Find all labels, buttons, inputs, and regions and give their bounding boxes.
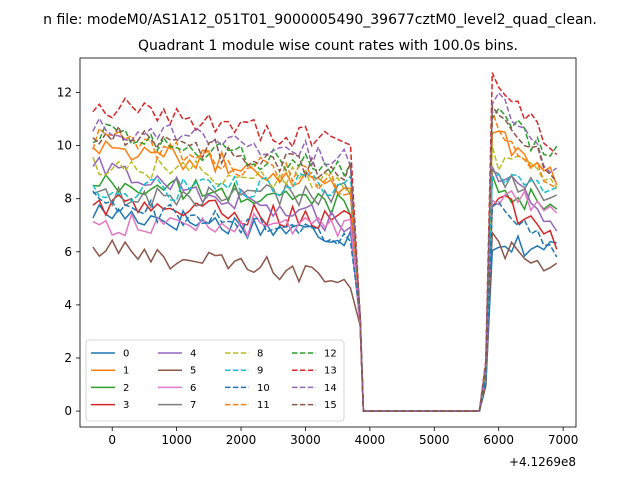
x-tick-label: 4000 (355, 433, 386, 447)
series-line-14 (92, 91, 558, 412)
legend-label-8: 8 (257, 349, 263, 360)
y-tick-label: 8 (64, 192, 72, 206)
legend-label-7: 7 (190, 400, 196, 411)
legend-label-15: 15 (324, 400, 337, 411)
legend-box (85, 339, 345, 422)
figure-suptitle: n file: modeM0/AS1A12_051T01_9000005490_… (43, 12, 597, 28)
legend-label-11: 11 (257, 400, 270, 411)
legend-label-9: 9 (257, 366, 263, 377)
x-offset-label: +4.1269e8 (509, 455, 576, 469)
y-tick-label: 10 (57, 139, 72, 153)
x-tick-label: 3000 (290, 433, 321, 447)
chart-title: Quadrant 1 module wise count rates with … (138, 38, 518, 54)
legend-label-3: 3 (123, 400, 129, 411)
legend-label-4: 4 (190, 349, 196, 360)
y-axis: 0 2 4 6 8 10 12 (57, 86, 80, 418)
y-tick-label: 0 (64, 404, 72, 418)
plot-lines (92, 72, 558, 412)
x-tick-label: 0 (108, 433, 116, 447)
y-tick-label: 2 (64, 351, 72, 365)
x-tick-label: 2000 (226, 433, 257, 447)
x-tick-label: 6000 (483, 433, 514, 447)
plot-frame (79, 57, 577, 428)
series-line-9 (92, 171, 557, 412)
legend-label-10: 10 (257, 383, 270, 394)
y-tick-label: 12 (57, 86, 72, 100)
legend-label-6: 6 (190, 383, 196, 394)
x-tick-label: 1000 (161, 433, 192, 447)
legend-label-0: 0 (123, 349, 129, 360)
x-tick-label: 5000 (419, 433, 450, 447)
legend-label-14: 14 (324, 383, 337, 394)
series-line-15 (92, 104, 558, 412)
y-tick-label: 6 (64, 245, 72, 259)
legend-label-12: 12 (324, 349, 337, 360)
legend-label-1: 1 (123, 366, 129, 377)
y-tick-label: 4 (64, 298, 72, 312)
x-tick-label: 7000 (548, 433, 579, 447)
legend-label-5: 5 (190, 366, 196, 377)
x-axis: 0 1000 2000 3000 4000 5000 6000 7000 (108, 427, 578, 447)
legend-label-2: 2 (123, 383, 129, 394)
legend-label-13: 13 (324, 366, 337, 377)
